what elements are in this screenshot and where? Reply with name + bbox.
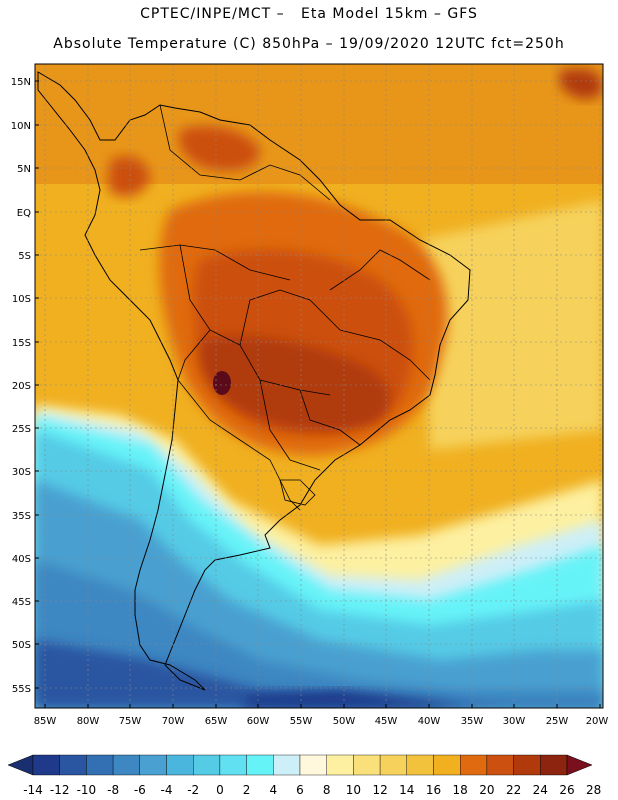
lon-label: 60W (247, 716, 270, 727)
colorbar-swatch (299, 754, 327, 776)
lat-label: 45S (12, 597, 31, 608)
colorbar-tick-label: 6 (296, 783, 304, 797)
colorbar-swatch (59, 754, 87, 776)
colorbar-tick-label: 18 (453, 783, 468, 797)
colorbar-tick-label: 28 (586, 783, 601, 797)
colorbar-tick-label: 26 (559, 783, 574, 797)
lon-label: 85W (34, 716, 57, 727)
colorbar-tick-label: -8 (107, 783, 119, 797)
lon-label: 30W (503, 716, 526, 727)
colorbar-swatch (219, 754, 247, 776)
colorbar-tick-label: 4 (269, 783, 277, 797)
lat-label: 15S (12, 338, 31, 349)
lon-label: 40W (418, 716, 441, 727)
colorbar: -14 -12 -10 -8 -6 -4 -2 0 2 4 6 8 10 12 14 16 18 20 22 24 26… (7, 754, 601, 797)
lon-label: 70W (162, 716, 185, 727)
colorbar-tick-label: 12 (372, 783, 387, 797)
colorbar-tick-label: 2 (243, 783, 251, 797)
colorbar-tick-label: -10 (77, 783, 97, 797)
colorbar-swatch (326, 754, 354, 776)
colorbar-swatch (139, 754, 167, 776)
colorbar-swatch (192, 754, 221, 776)
lat-label: EQ (17, 208, 31, 219)
lat-label: 40S (12, 554, 31, 565)
colorbar-tick-label: -6 (134, 783, 146, 797)
lat-label: 55S (12, 684, 31, 695)
colorbar-tick-label: -2 (187, 783, 199, 797)
latitude-labels: 15N 10N 5N EQ 5S 10S 15S 20S 25S 30S 35S… (11, 77, 31, 695)
colorbar-swatch (86, 754, 114, 776)
colorbar-swatch (540, 754, 568, 776)
lat-label: 5N (17, 164, 31, 175)
colorbar-tick-label: -12 (50, 783, 70, 797)
colorbar-tick-label: 14 (399, 783, 414, 797)
colorbar-swatch (112, 754, 140, 776)
lon-label: 55W (290, 716, 313, 727)
colorbar-swatch (166, 754, 194, 776)
colorbar-tick-label: 0 (216, 783, 224, 797)
title-line-1: CPTEC/INPE/MCT – Eta Model 15km – GFS (140, 6, 478, 22)
lat-label: 35S (12, 511, 31, 522)
colorbar-swatch (353, 754, 381, 776)
lon-label: 35W (461, 716, 484, 727)
colorbar-tick-label: 10 (346, 783, 361, 797)
colorbar-swatch (273, 754, 301, 776)
colorbar-swatch (460, 754, 488, 776)
map-frame (34, 63, 604, 709)
lon-label: 80W (77, 716, 100, 727)
colorbar-swatch (32, 754, 60, 776)
colorbar-tick-label: 20 (479, 783, 494, 797)
lat-label: 10N (11, 121, 31, 132)
colorbar-swatch (486, 754, 514, 776)
graticule (35, 64, 603, 708)
lon-label: 25W (546, 716, 569, 727)
lon-label: 45W (375, 716, 398, 727)
longitude-labels: 85W 80W 75W 70W 65W 60W 55W 50W 45W 40W … (34, 716, 609, 727)
colorbar-swatch (513, 754, 541, 776)
colorbar-tick-label: 16 (426, 783, 441, 797)
title-line-2: Absolute Temperature (C) 850hPa – 19/09/… (53, 36, 565, 52)
lat-label: 10S (12, 294, 31, 305)
country-borders (139, 104, 431, 511)
colorbar-tick-label: 24 (533, 783, 548, 797)
lon-label: 20W (586, 716, 609, 727)
colorbar-labels: -14 -12 -10 -8 -6 -4 -2 0 2 4 6 8 10 12 14 16 18 20 22 24 26… (23, 783, 601, 797)
colorbar-swatch (246, 754, 274, 776)
lon-label: 75W (119, 716, 142, 727)
colorbar-swatch (406, 754, 434, 776)
lat-label: 30S (12, 467, 31, 478)
lon-label: 50W (333, 716, 356, 727)
axis-ticks (35, 80, 601, 708)
lat-label: 15N (11, 77, 31, 88)
colorbar-tick-label: 8 (323, 783, 331, 797)
lat-label: 20S (12, 381, 31, 392)
colorbar-swatch (433, 754, 461, 776)
lat-label: 25S (12, 424, 31, 435)
colorbar-swatch (379, 754, 408, 776)
colorbar-under-arrow (7, 754, 34, 776)
colorbar-swatches (7, 754, 593, 776)
colorbar-tick-label: -4 (161, 783, 173, 797)
colorbar-over-arrow (566, 754, 593, 776)
colorbar-tick-label: -14 (23, 783, 43, 797)
lat-label: 50S (12, 640, 31, 651)
temperature-field (35, 64, 603, 708)
colorbar-tick-label: 22 (506, 783, 521, 797)
lon-label: 65W (205, 716, 228, 727)
lat-label: 5S (18, 251, 31, 262)
